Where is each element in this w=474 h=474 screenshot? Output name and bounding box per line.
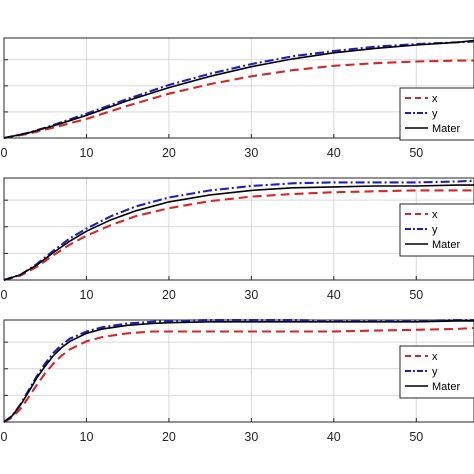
x-tick-label: 30 — [244, 430, 258, 444]
x-tick-label: 20 — [162, 288, 176, 302]
legend-label-mater: Mater — [432, 381, 460, 393]
legend-box — [399, 203, 474, 257]
legend-box — [399, 87, 474, 141]
series-line-mater — [3, 39, 474, 139]
x-tick-label: 50 — [409, 146, 423, 160]
x-tick-label: 50 — [409, 288, 423, 302]
axes-box — [3, 177, 474, 281]
x-tick-label: 0 — [1, 288, 8, 302]
series-line-y — [3, 40, 474, 140]
legend-label-y: y — [432, 224, 438, 236]
legend-label-y: y — [432, 108, 438, 120]
x-tick-label: 30 — [244, 288, 258, 302]
legend-label-x: x — [432, 209, 438, 221]
series-line-y — [3, 179, 474, 281]
subplot-1: 0 10 20 30 40 50 xy Mater — [1, 37, 474, 160]
plot-area — [4, 178, 474, 280]
x-tick-label: 0 — [1, 146, 8, 160]
x-tick-label: 10 — [80, 288, 94, 302]
x-tick-label: 40 — [327, 288, 341, 302]
legend-label-mater: Mater — [432, 123, 460, 135]
series-line-x — [3, 189, 474, 282]
x-tick-label: 40 — [327, 146, 341, 160]
x-tick-label: 20 — [162, 430, 176, 444]
legend-label-y: y — [432, 366, 438, 378]
x-tick-label: 10 — [80, 430, 94, 444]
x-tick-label: 30 — [244, 146, 258, 160]
legend-label-mater: Mater — [432, 239, 460, 251]
plot-area — [4, 38, 474, 138]
legend-box — [399, 345, 474, 399]
series-line-mater — [3, 320, 474, 423]
x-tick-label: 20 — [162, 146, 176, 160]
series-line-x — [3, 326, 474, 423]
plot-area — [4, 320, 474, 422]
x-tick-label: 0 — [1, 430, 8, 444]
subplot-3: 0 10 20 30 40 50 xy Mater — [1, 318, 474, 444]
legend-label-x: x — [432, 93, 438, 105]
axes-box — [3, 37, 474, 139]
x-tick-label: 50 — [409, 430, 423, 444]
x-tick-label: 40 — [327, 430, 341, 444]
legend-label-x: x — [432, 351, 438, 363]
x-tick-label: 10 — [80, 146, 94, 160]
subplot-2: 0 10 20 30 40 50 xy Mater — [1, 177, 474, 302]
series-line-x — [3, 59, 474, 140]
series-line-mater — [3, 184, 474, 281]
legend: xy Mater — [399, 203, 474, 257]
legend: xy Mater — [399, 345, 474, 399]
legend: xy Mater — [399, 87, 474, 141]
series-line-y — [3, 318, 474, 423]
